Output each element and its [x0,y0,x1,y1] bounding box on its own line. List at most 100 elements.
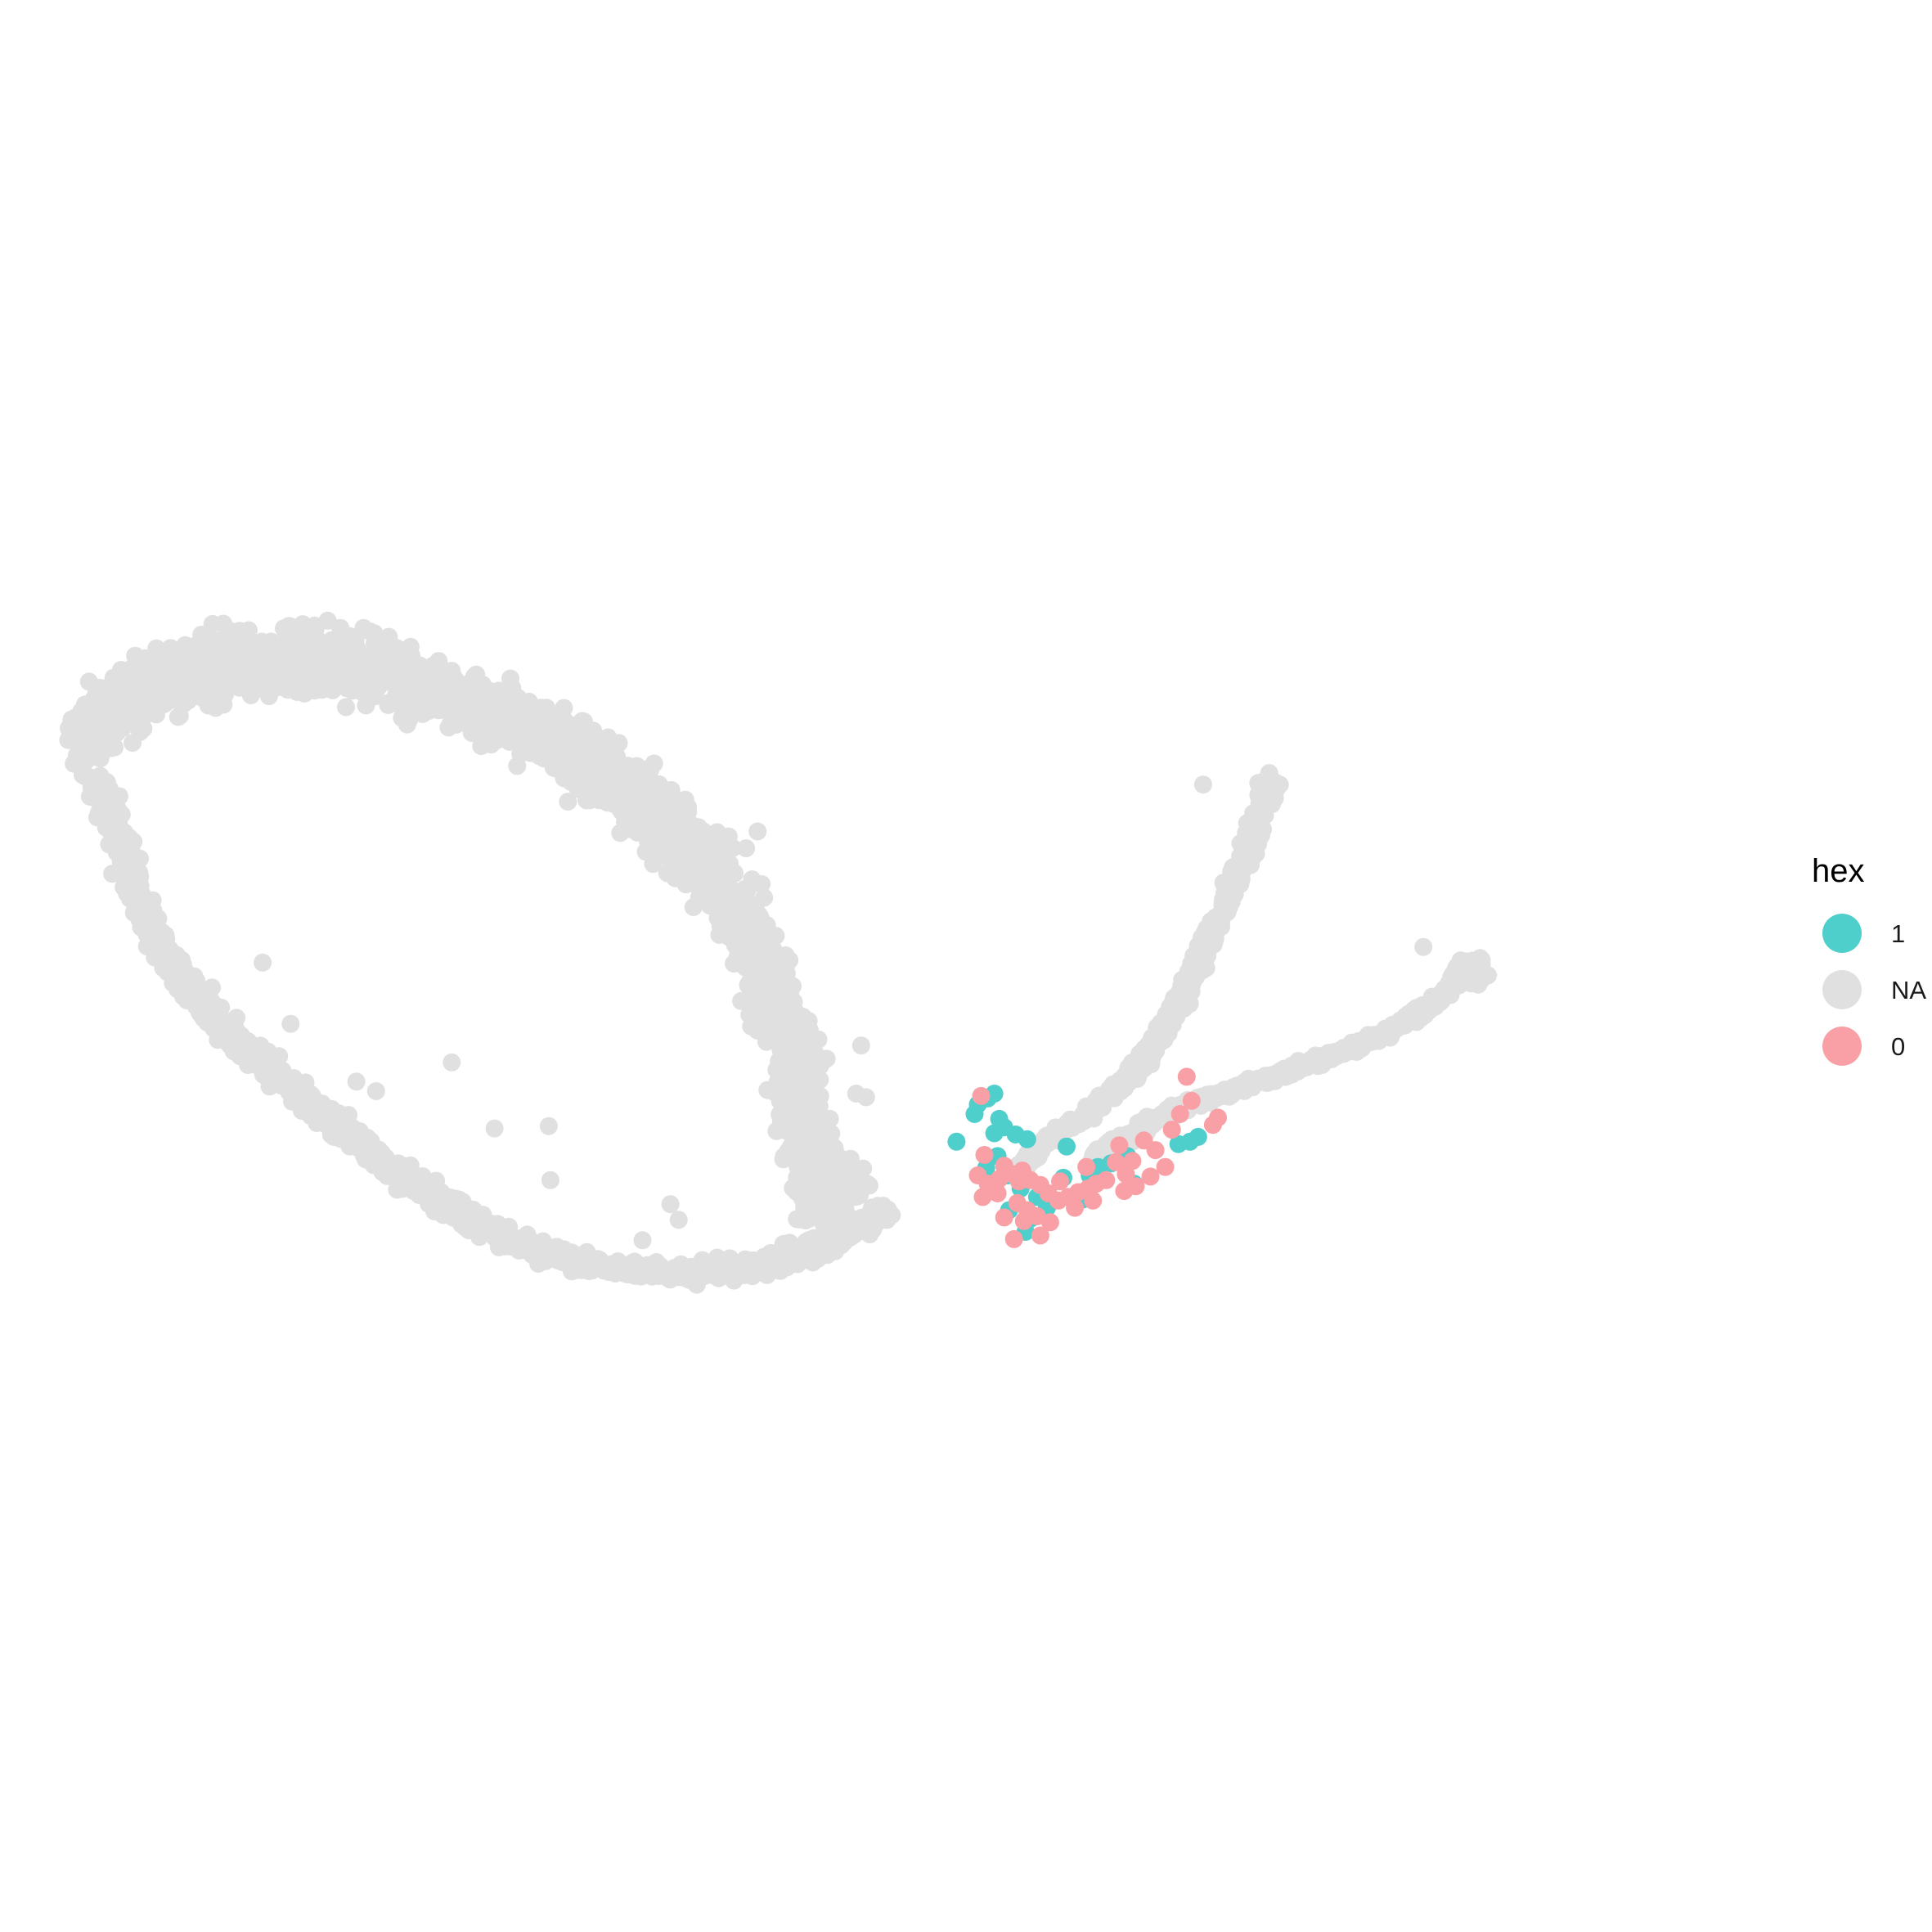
na-point [238,668,257,687]
na-point [258,637,277,656]
na-point [1244,819,1263,838]
na-point [1224,874,1242,892]
na-point [606,781,625,800]
na-point [156,656,175,675]
na-point [147,639,166,658]
plot-panel [59,611,1498,1294]
na-point [1162,1006,1181,1025]
na-point [144,901,163,920]
na-point [278,661,297,680]
na-point [616,794,635,813]
na-point [676,875,695,894]
na-point [153,945,171,964]
series-na-points [59,611,1498,1294]
na-point [365,1155,384,1174]
na-point [662,780,681,799]
na-point [210,661,229,680]
na-point [699,1265,717,1284]
na-point [637,804,656,823]
na-point [340,627,359,645]
na-point [280,617,299,636]
na-point [118,836,137,855]
na-point [297,1101,316,1120]
na-point [135,914,154,932]
na-point [115,665,133,684]
na-point [296,653,314,672]
na-point [751,907,769,926]
na-point [799,1012,818,1031]
na-point [209,1031,227,1049]
na-point [784,977,802,995]
na-point [346,668,365,687]
na-point [232,638,251,656]
na-point [128,874,146,892]
na-point [158,963,177,982]
na-point [1080,1100,1099,1119]
na-point [748,930,766,949]
na-point [239,1048,258,1066]
na-point [730,901,748,920]
na-point [224,1022,243,1040]
na-point [795,1036,813,1054]
na-point [547,1247,566,1265]
na-point [349,1135,368,1154]
na-point [786,1084,804,1103]
na-point [337,698,355,717]
na-point [676,844,694,863]
na-point [768,1028,787,1047]
na-point [168,708,187,726]
na-point [259,687,278,706]
na-point [757,994,776,1013]
na-point [97,710,115,729]
na-point [567,762,586,780]
na-point [488,730,507,749]
na-point [59,730,78,749]
na-point [332,664,351,683]
na-point [531,713,550,732]
na-point [624,776,643,795]
na-point [278,1076,297,1094]
na-point [708,823,726,842]
na-point [1193,940,1211,959]
na-point [737,942,756,961]
na-point [736,915,755,934]
na-point [738,881,757,900]
na-point [798,1239,817,1258]
na-point [241,686,260,704]
na-point [624,820,643,839]
na-point [645,754,663,773]
na-point [663,856,681,874]
na-point [318,611,337,630]
na-point [577,791,595,810]
na-point [1057,1121,1076,1139]
na-point [555,699,573,717]
na-point [258,1042,277,1061]
na-point [1091,1090,1110,1108]
na-point [483,1221,501,1240]
na-point [862,1211,880,1229]
na-point [147,705,166,724]
na-point [774,962,793,981]
na-point [756,971,775,990]
na-point [1177,979,1196,997]
na-point [411,678,429,696]
na-point [537,699,555,717]
na-point [134,719,153,738]
na-point [565,727,584,746]
na-point [753,874,771,893]
na-point [393,1170,411,1188]
na-point [312,666,330,684]
na-point [316,1109,335,1128]
na-point [1117,1068,1135,1087]
na-point [167,645,186,663]
na-point [173,667,191,686]
na-point [496,1231,514,1250]
na-point [814,1205,833,1224]
na-point [576,742,595,761]
na-point [481,712,500,731]
na-point [388,670,407,689]
na-point [739,974,758,993]
na-point [1217,893,1236,912]
na-point [684,898,703,916]
na-point [97,773,116,792]
